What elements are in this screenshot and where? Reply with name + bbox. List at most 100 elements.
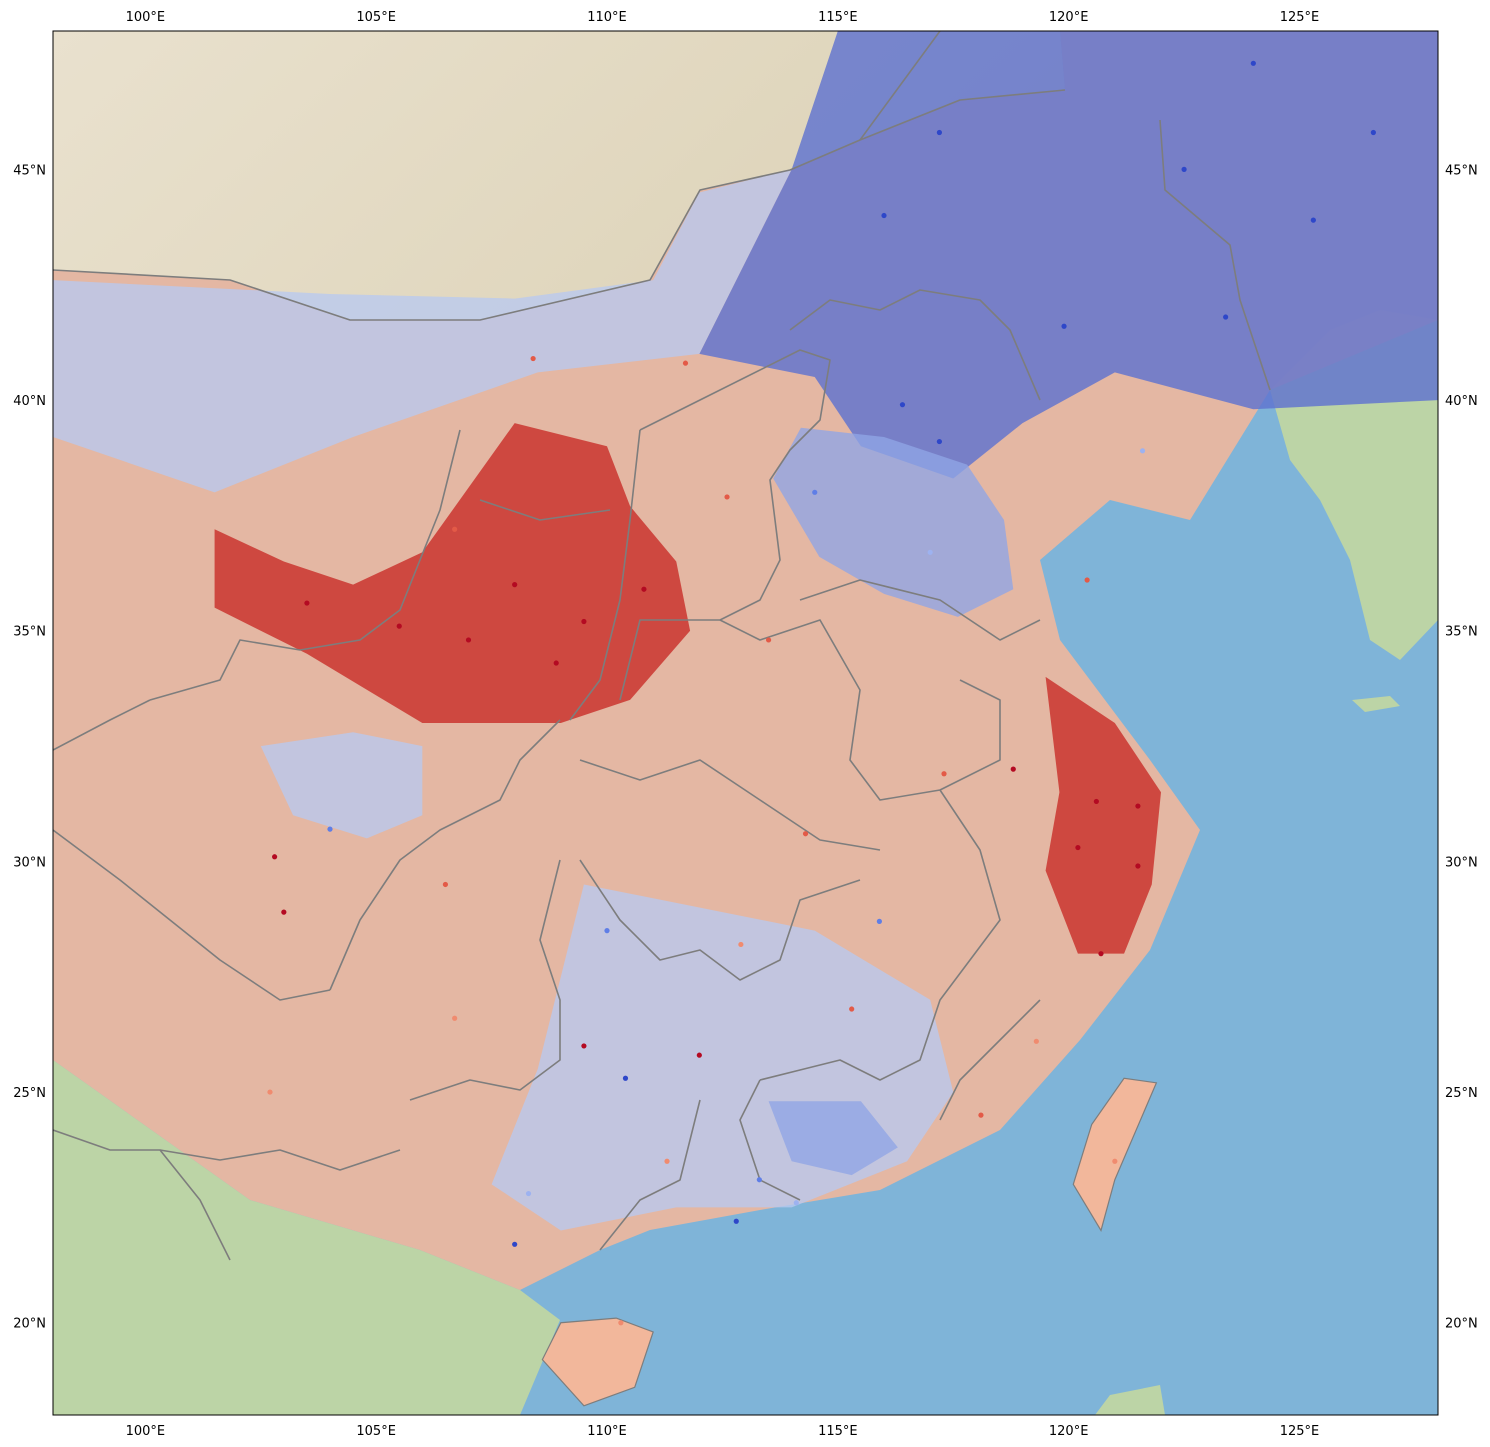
station-marker — [553, 660, 559, 666]
lat-tick-label-left: 25°N — [13, 1086, 46, 1101]
station-marker — [1181, 166, 1187, 172]
station-marker — [696, 1052, 702, 1058]
station-marker — [793, 1200, 799, 1206]
station-marker — [641, 586, 647, 592]
lat-tick-label-right: 45°N — [1445, 163, 1478, 178]
station-marker — [452, 1015, 458, 1021]
station-marker — [1084, 577, 1090, 583]
station-marker — [1061, 323, 1067, 329]
lat-tick-label-left: 45°N — [13, 163, 46, 178]
station-marker — [849, 1006, 855, 1012]
lon-tick-label-bottom: 125°E — [1280, 1424, 1320, 1439]
station-marker — [1310, 217, 1316, 223]
plot-area — [53, 31, 1438, 1415]
taiwan-island — [1072, 1077, 1158, 1232]
lon-tick-label-top: 125°E — [1280, 10, 1320, 25]
lat-tick-label-right: 35°N — [1445, 625, 1478, 640]
station-marker — [530, 355, 536, 362]
station-marker — [1223, 314, 1229, 320]
lat-tick-label-left: 35°N — [13, 625, 46, 640]
station-markers — [267, 60, 1376, 1326]
station-marker — [802, 831, 809, 837]
station-marker — [936, 438, 943, 445]
station-marker — [941, 771, 947, 777]
lat-tick-label-right: 30°N — [1445, 855, 1478, 870]
station-marker — [876, 918, 882, 924]
lon-tick-label-top: 100°E — [126, 10, 166, 25]
anomaly-zone-north-china-plain — [773, 427, 1014, 617]
station-marker — [525, 1190, 532, 1197]
anomaly-field — [53, 31, 1438, 1407]
anomaly-zone-northeast — [699, 31, 1438, 479]
lon-tick-label-top: 115°E — [818, 10, 858, 25]
hainan-island — [541, 1317, 654, 1407]
station-marker — [1370, 129, 1376, 136]
lat-tick-label-left: 40°N — [13, 394, 46, 409]
anomaly-zone-jiangsu-zhejiang — [1045, 676, 1161, 954]
graticule-labels: 100°E 100°E 105°E 105°E 110°E 110°E 115°E 115°E… — [13, 10, 1478, 1439]
station-marker — [1010, 766, 1016, 772]
lat-tick-label-right: 20°N — [1445, 1317, 1478, 1332]
station-marker — [512, 1241, 518, 1247]
lon-tick-label-top: 110°E — [587, 10, 627, 25]
station-marker — [733, 1218, 739, 1224]
station-marker — [765, 637, 772, 643]
lon-tick-label-bottom: 110°E — [587, 1424, 627, 1439]
station-marker — [1075, 844, 1081, 851]
station-marker — [465, 637, 472, 643]
station-marker — [1250, 60, 1256, 66]
station-marker — [304, 600, 310, 606]
station-marker — [936, 129, 943, 136]
station-marker — [1112, 1158, 1118, 1164]
station-marker — [452, 526, 458, 532]
station-marker — [618, 1320, 624, 1326]
station-marker — [622, 1075, 629, 1081]
anomaly-zone-guangdong-cool — [768, 1101, 898, 1176]
lon-tick-label-bottom: 120°E — [1049, 1424, 1089, 1439]
lon-tick-label-top: 120°E — [1049, 10, 1089, 25]
lat-tick-label-left: 30°N — [13, 855, 46, 870]
station-marker — [581, 618, 587, 625]
station-marker — [664, 1158, 670, 1164]
station-marker — [724, 494, 730, 500]
station-marker — [1135, 863, 1141, 869]
anomaly-zone-inner-mongolia-west — [53, 169, 792, 493]
station-marker — [927, 549, 933, 555]
station-marker — [281, 909, 287, 915]
luzon — [1095, 1385, 1165, 1415]
station-marker — [738, 941, 744, 948]
station-marker — [1139, 448, 1146, 454]
lat-tick-label-right: 25°N — [1445, 1086, 1478, 1101]
land-north — [53, 31, 1065, 320]
station-marker — [396, 623, 402, 629]
station-marker — [978, 1112, 984, 1118]
station-marker — [272, 854, 278, 860]
station-marker — [756, 1177, 762, 1183]
lat-tick-label-left: 20°N — [13, 1317, 46, 1332]
lat-tick-label-right: 40°N — [1445, 394, 1478, 409]
lon-tick-label-bottom: 115°E — [818, 1424, 858, 1439]
station-marker — [1098, 951, 1104, 957]
borders — [53, 31, 1271, 1261]
station-marker — [812, 489, 818, 495]
japan-kyushu — [1352, 696, 1400, 712]
station-marker — [1033, 1038, 1039, 1044]
lon-tick-label-top: 105°E — [356, 10, 396, 25]
station-marker — [327, 826, 333, 832]
station-marker — [682, 360, 689, 366]
station-marker — [581, 1043, 587, 1049]
land-southwest — [53, 1060, 560, 1415]
station-marker — [1135, 803, 1141, 809]
anomaly-zone-sichuan-cool — [260, 732, 423, 839]
station-marker — [881, 212, 887, 219]
station-marker — [899, 402, 906, 408]
station-marker — [512, 582, 518, 588]
station-marker — [267, 1089, 273, 1095]
anomaly-zone-loess-core — [214, 423, 691, 723]
station-marker — [442, 881, 449, 888]
map-frame — [52, 30, 1439, 1416]
station-marker — [1093, 798, 1099, 805]
lon-tick-label-bottom: 100°E — [126, 1424, 166, 1439]
station-marker — [604, 928, 610, 934]
